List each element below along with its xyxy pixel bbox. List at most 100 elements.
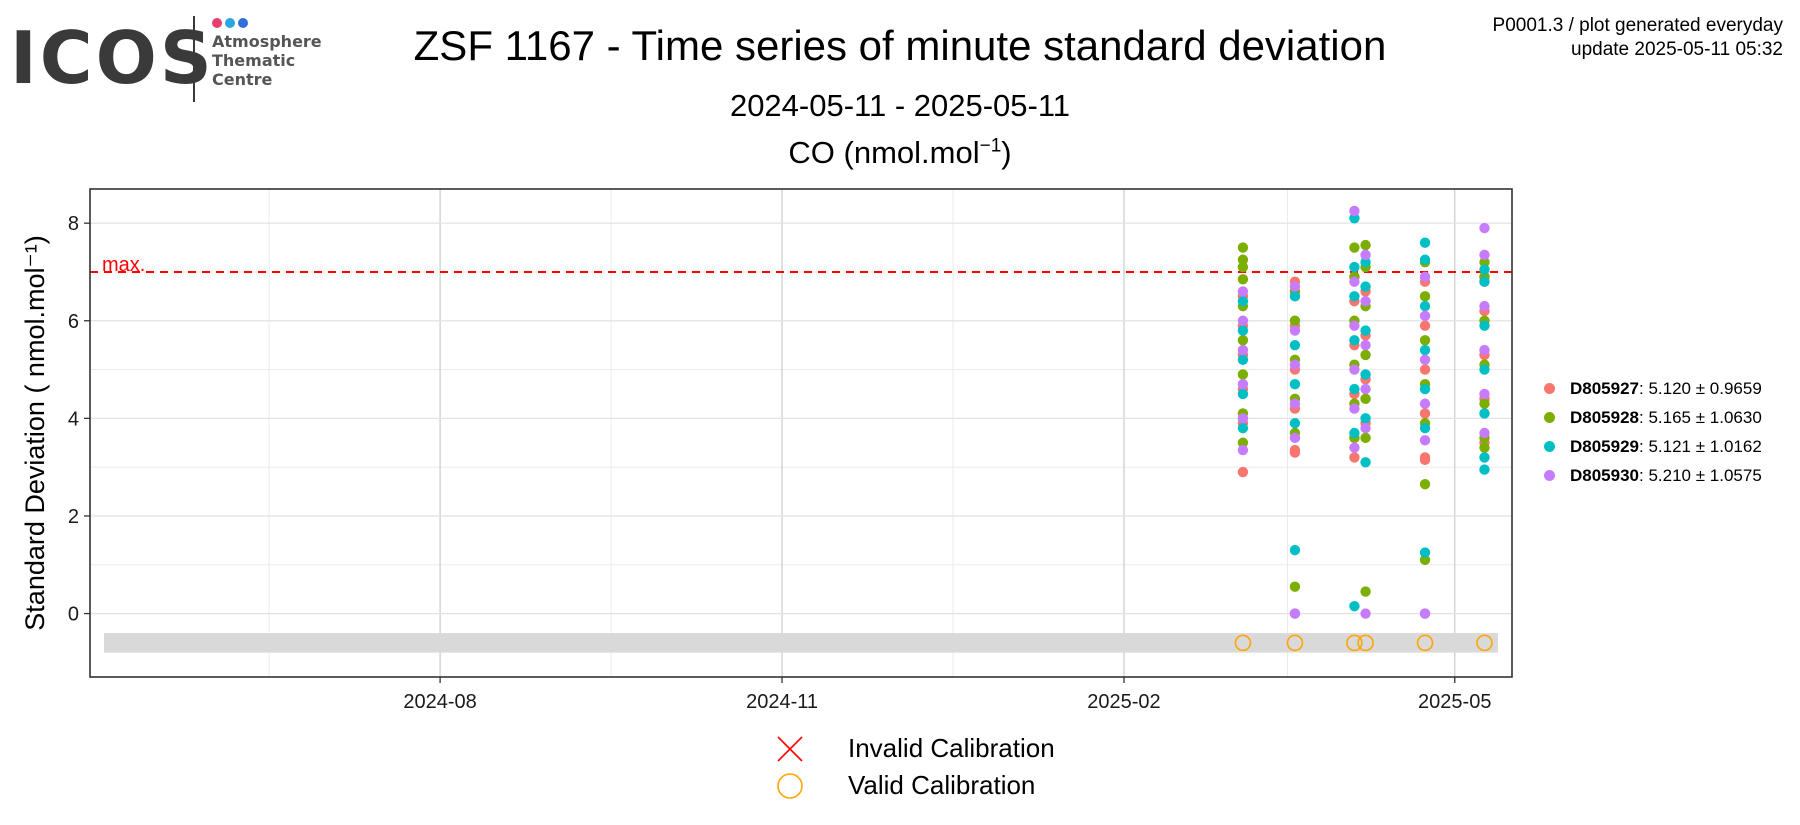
- legend-swatch: [1544, 441, 1555, 452]
- species-suffix: ): [1001, 135, 1012, 170]
- y-tick-label: 0: [68, 604, 79, 626]
- data-point: [1349, 383, 1360, 395]
- data-point: [1237, 296, 1249, 307]
- valid-calibration-marker: [1416, 634, 1434, 652]
- data-point: [1349, 320, 1360, 331]
- data-point: [1419, 383, 1431, 395]
- data-point: [1419, 300, 1431, 312]
- series-D805929: [1237, 213, 1490, 619]
- data-point: [1419, 547, 1431, 558]
- data-point: [1349, 276, 1360, 287]
- data-point: [1479, 320, 1490, 331]
- legend-item-D805928: D805928: 5.165 ± 1.0630: [1540, 403, 1762, 432]
- data-point: [1419, 479, 1431, 490]
- calibration-band: [104, 633, 1498, 653]
- data-point: [1360, 249, 1371, 261]
- invalid-calibration-icon: [777, 736, 803, 762]
- legend-swatch: [1544, 412, 1555, 423]
- data-point: [1419, 435, 1431, 446]
- data-point: [1289, 325, 1301, 336]
- logo-sub-line: Atmosphere: [212, 32, 322, 51]
- data-point: [1237, 242, 1249, 253]
- logo-dot-3: [238, 18, 248, 28]
- x-tick-label: 2024-11: [746, 691, 818, 713]
- data-point: [1349, 213, 1360, 224]
- data-point: [1237, 286, 1249, 297]
- plot-border: [89, 188, 1513, 678]
- data-point: [1237, 422, 1249, 434]
- valid-calibration-marker: [1286, 634, 1304, 652]
- legend-series-name: D805927: [1570, 379, 1640, 398]
- legend-swatch: [1544, 470, 1555, 481]
- data-point: [1349, 335, 1360, 346]
- logo-dot-1: [212, 18, 222, 28]
- scatter-plot: max. 2024-08 2024-11 2025-02 2025-05 0 2 4 6 8 Sta…: [20, 188, 1513, 713]
- data-point: [1360, 339, 1371, 351]
- data-point: [1419, 271, 1431, 283]
- data-point: [1237, 379, 1249, 390]
- logo-divider: [193, 16, 195, 102]
- x-tick-label: 2025-05: [1418, 691, 1491, 713]
- legend-valid-calibration: Valid Calibration: [770, 767, 1055, 804]
- data-point: [1419, 354, 1431, 365]
- legend-series-stat: : 5.165 ± 1.0630: [1639, 408, 1762, 427]
- data-point: [1349, 205, 1360, 217]
- data-point: [1479, 222, 1490, 234]
- data-point: [1289, 281, 1301, 292]
- data-point: [1237, 369, 1249, 380]
- logo-dots: [212, 15, 251, 33]
- data-point: [1419, 310, 1431, 322]
- data-point: [1419, 344, 1431, 356]
- data-point: [1360, 393, 1371, 405]
- data-point: [1237, 335, 1249, 346]
- logo-dot-2: [225, 18, 235, 28]
- data-point: [1360, 457, 1371, 468]
- data-point: [1237, 344, 1249, 356]
- species-label: CO (nmol.mol−1): [0, 135, 1800, 171]
- legend-series-name: D805930: [1570, 466, 1640, 485]
- data-point: [1419, 335, 1431, 346]
- data-point: [1289, 418, 1301, 429]
- data-point: [1419, 608, 1431, 619]
- data-point: [1349, 364, 1360, 375]
- legend-swatch: [1544, 383, 1555, 394]
- data-point: [1479, 442, 1490, 453]
- data-point: [1479, 452, 1490, 463]
- data-point: [1360, 369, 1371, 380]
- data-point: [1349, 261, 1360, 273]
- data-point: [1419, 254, 1431, 265]
- data-point: [1419, 237, 1431, 248]
- legend-item-D805929: D805929: 5.121 ± 1.0162: [1540, 432, 1762, 461]
- plot-panel: [90, 189, 1512, 677]
- data-point: [1360, 325, 1371, 336]
- logo-sub-line: Centre: [212, 70, 273, 89]
- data-point: [1419, 554, 1431, 566]
- data-point: [1479, 398, 1490, 409]
- legend-invalid-label: Invalid Calibration: [848, 733, 1055, 763]
- data-point: [1289, 359, 1301, 370]
- data-point: [1479, 344, 1490, 356]
- page-title: ZSF 1167 - Time series of minute standar…: [413, 22, 1387, 69]
- data-point: [1479, 257, 1490, 268]
- data-point: [1360, 239, 1371, 251]
- note-line-2: update 2025-05-11 05:32: [1571, 39, 1783, 60]
- data-point: [1360, 383, 1371, 395]
- data-point: [1289, 581, 1301, 592]
- data-point: [1360, 586, 1371, 597]
- valid-calibration-icon: [777, 773, 803, 799]
- data-point: [1360, 296, 1371, 307]
- data-point: [1349, 452, 1360, 463]
- x-tick-label: 2025-02: [1087, 691, 1160, 713]
- data-point: [1289, 315, 1301, 326]
- data-point: [1479, 364, 1490, 375]
- data-point: [1289, 432, 1301, 444]
- data-point: [1237, 444, 1249, 456]
- y-tick-label: 6: [68, 311, 79, 333]
- data-point: [1360, 608, 1371, 619]
- data-point: [1289, 544, 1301, 556]
- legend-series-name: D805928: [1570, 408, 1640, 427]
- valid-calibration-marker: [1476, 634, 1493, 652]
- data-point: [1237, 466, 1249, 478]
- series-legend: D805927: 5.120 ± 0.9659 D805928: 5.165 ± …: [1540, 374, 1762, 490]
- data-point: [1360, 257, 1371, 268]
